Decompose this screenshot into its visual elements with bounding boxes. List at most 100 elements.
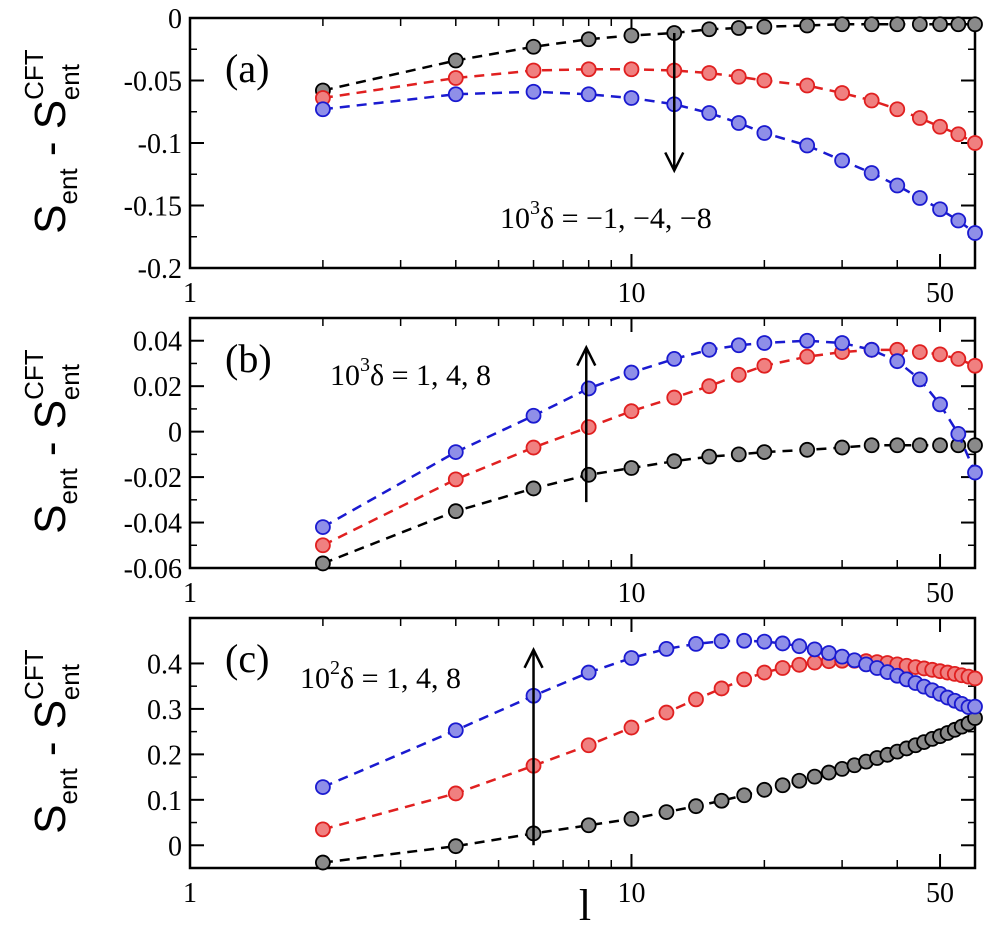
series-line: [322, 23, 975, 92]
data-point: [525, 83, 542, 100]
data-point: [967, 225, 983, 241]
data-point: [314, 519, 331, 535]
arrow-head: [523, 647, 544, 669]
panel-a: 0-0.05-0.1-0.15-0.21 10 50(a)103δ = −1, −4…: [19, 4, 983, 309]
data-point: [799, 77, 816, 94]
data-point: [447, 444, 464, 460]
y-tick-label: 0.04: [133, 327, 182, 358]
data-point: [730, 68, 747, 85]
x-tick-label: 50: [926, 578, 954, 609]
data-point: [932, 201, 948, 218]
data-point: [863, 92, 880, 109]
data-point: [623, 27, 640, 44]
data-point: [967, 135, 983, 151]
panel-b: 0.040.020-0.02-0.04-0.061 10 50(b) 103δ = 1…: [19, 316, 983, 609]
x-tick-label: 10: [617, 878, 645, 909]
data-point: [774, 777, 791, 794]
data-point: [580, 419, 597, 435]
annotation: 102δ = 1, 4, 8: [300, 657, 461, 695]
data-point: [314, 821, 331, 838]
arrow-head: [664, 151, 685, 174]
data-point: [889, 437, 906, 454]
data-point: [756, 72, 773, 89]
data-point: [666, 453, 683, 470]
data-point: [911, 190, 928, 206]
data-point: [658, 704, 675, 721]
y-tick-label: 0.02: [133, 372, 182, 403]
data-point: [806, 654, 823, 671]
annotation-text: δ = 1, 4, 8: [370, 359, 491, 392]
x-tick-label: 1: [183, 878, 197, 909]
data-point: [701, 378, 718, 395]
data-point: [701, 65, 718, 81]
data-point: [580, 86, 597, 103]
data-point: [756, 125, 773, 141]
data-point: [447, 722, 464, 739]
data-point: [730, 446, 747, 463]
data-point: [314, 555, 331, 572]
data-point: [911, 437, 928, 454]
annotation: 103δ = 1, 4, 8: [330, 354, 491, 392]
data-point: [525, 439, 542, 456]
data-point: [688, 798, 704, 815]
y-tick-label: 0.2: [147, 740, 182, 771]
data-point: [791, 656, 808, 673]
data-point: [525, 407, 542, 424]
y-tick-label: -0.06: [124, 554, 182, 585]
data-point: [580, 737, 597, 754]
data-point: [623, 90, 640, 106]
y-tick-label: 0.1: [147, 786, 182, 817]
y-tick-label: 0: [168, 4, 182, 35]
data-point: [666, 351, 683, 367]
data-point: [756, 444, 773, 460]
data-point: [314, 101, 331, 118]
data-point: [623, 650, 640, 666]
data-point: [932, 346, 948, 363]
data-point: [713, 680, 730, 697]
data-point: [447, 785, 464, 802]
data-point: [950, 16, 967, 33]
data-point: [799, 17, 816, 34]
data-point: [791, 772, 808, 789]
x-tick-label: 10: [617, 578, 645, 609]
data-point: [967, 357, 983, 374]
annotation-text: δ = −1, −4, −8: [540, 202, 712, 235]
data-point: [701, 448, 718, 465]
y-tick-label: -0.2: [138, 254, 182, 285]
data-point: [863, 341, 880, 358]
data-point: [623, 403, 640, 420]
data-point: [834, 335, 851, 351]
data-point: [791, 638, 808, 655]
y-tick-label: -0.1: [138, 129, 182, 160]
data-point: [820, 645, 837, 661]
data-point: [967, 698, 983, 715]
data-point: [658, 641, 675, 657]
data-point: [525, 480, 542, 497]
data-point: [580, 466, 597, 483]
x-tick-label: 1: [183, 278, 197, 309]
plot-frame: [188, 616, 977, 870]
x-axis-label: l: [579, 881, 591, 927]
x-tick-label: 1: [183, 578, 197, 609]
data-point: [701, 21, 718, 38]
data-point: [834, 16, 851, 33]
data-point: [889, 101, 906, 118]
data-point: [701, 341, 718, 358]
data-point: [314, 779, 331, 795]
y-tick-label: 0.3: [147, 695, 182, 726]
data-point: [580, 31, 597, 48]
data-point: [447, 503, 464, 520]
data-point: [799, 348, 816, 365]
data-point: [701, 105, 718, 121]
annotation-exponent: 2: [330, 657, 340, 679]
data-point: [950, 426, 967, 442]
data-point: [736, 787, 753, 804]
data-point: [713, 633, 730, 650]
y-tick-label: -0.02: [124, 463, 182, 494]
annotation-base: 10: [500, 202, 530, 235]
y-tick-label: -0.04: [124, 509, 182, 540]
arrow-head: [576, 344, 597, 367]
data-point: [834, 85, 851, 101]
data-point: [447, 838, 464, 855]
x-tick-label: 50: [926, 278, 954, 309]
